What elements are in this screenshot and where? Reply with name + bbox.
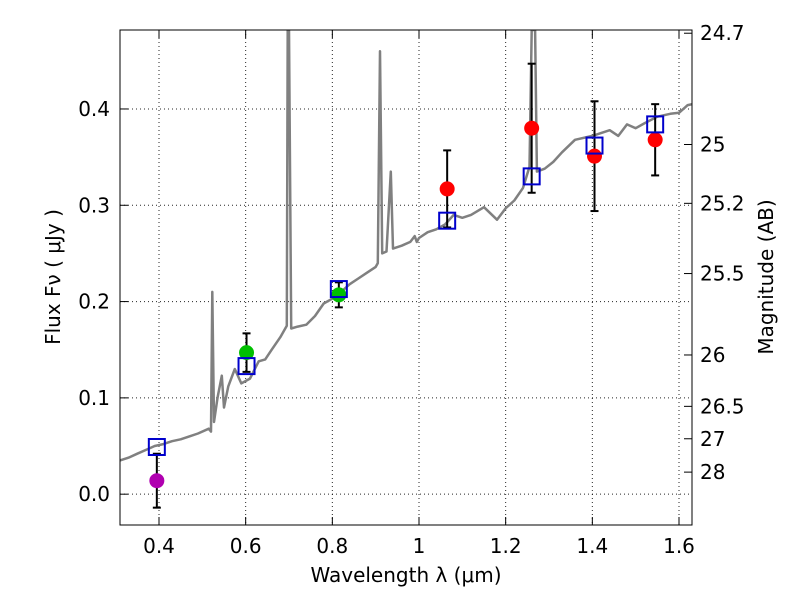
mag-tick-label: 26.5 <box>700 394 745 418</box>
x-tick-label: 0.6 <box>230 534 262 558</box>
observed-point <box>647 132 663 148</box>
model-points <box>147 115 665 456</box>
y-tick-label: 0.4 <box>78 97 110 121</box>
spectrum-line <box>120 30 692 462</box>
x-tick-label: 1.4 <box>576 534 608 558</box>
observed-point <box>149 473 165 489</box>
y-tick-label: 0.0 <box>78 482 110 506</box>
mag-tick-label: 27 <box>700 427 725 451</box>
observed-point <box>587 148 602 164</box>
grid <box>120 30 692 525</box>
axis-ticks: 0.4 0.6 0.8 1 1.2 1.4 1.6 0.0 0.1 0.2 0.3 0.4 24.7 25… <box>78 21 744 558</box>
model-point <box>438 211 457 230</box>
observed-point <box>331 287 347 303</box>
error-bars <box>152 62 660 509</box>
mag-tick-label: 26 <box>700 343 725 367</box>
mag-tick-label: 28 <box>700 460 725 484</box>
observed-point <box>239 345 255 361</box>
plot-frame <box>119 29 693 526</box>
model-point <box>147 437 166 456</box>
mag-tick-label: 25.5 <box>700 262 745 286</box>
x-tick-label: 0.4 <box>143 534 175 558</box>
x-axis-label: Wavelength λ (μm) <box>310 563 501 587</box>
x-tick-label: 0.8 <box>316 534 348 558</box>
spectrum-series <box>120 30 692 462</box>
x-tick-label: 1.2 <box>490 534 522 558</box>
model-point <box>329 280 348 299</box>
y-axis-label: Flux Fν ( μJy ) <box>41 209 65 345</box>
observed-point <box>524 120 540 136</box>
mag-tick-label: 24.7 <box>700 21 745 45</box>
model-point <box>585 136 604 155</box>
y2-axis-label: Magnitude (AB) <box>754 199 778 354</box>
y-tick-label: 0.2 <box>78 290 110 314</box>
y-tick-label: 0.3 <box>78 193 110 217</box>
x-tick-label: 1 <box>413 534 426 558</box>
model-point <box>522 167 541 186</box>
y-tick-label: 0.1 <box>78 386 110 410</box>
model-point <box>237 357 256 376</box>
observed-points <box>149 120 663 489</box>
mag-tick-label: 25 <box>700 133 725 157</box>
observed-point <box>439 181 455 197</box>
model-point <box>646 115 665 134</box>
mag-tick-label: 25.2 <box>700 191 745 215</box>
x-tick-label: 1.6 <box>663 534 695 558</box>
